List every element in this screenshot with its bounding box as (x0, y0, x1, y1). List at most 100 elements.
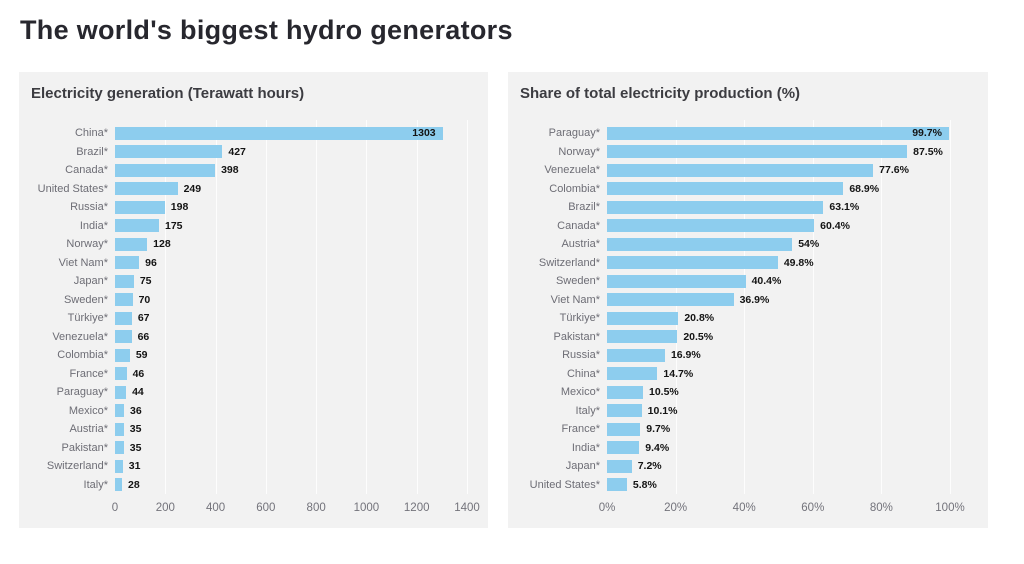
bar-track: 7.2% (607, 459, 950, 473)
bar-track: 128 (115, 237, 467, 251)
bar-track: 99.7% (607, 126, 950, 140)
bar-track: 14.7% (607, 367, 950, 381)
category-label: France* (69, 367, 108, 380)
bar-row: Switzerland* 31 (31, 457, 476, 476)
x-tick-label: 200 (155, 502, 175, 514)
bar-track: 1303 (115, 126, 467, 140)
bar-row: India* 175 (31, 217, 476, 236)
bar-row: Norway* 128 (31, 235, 476, 254)
chart-title-generation: Electricity generation (Terawatt hours) (31, 85, 305, 102)
value-label: 35 (129, 441, 142, 454)
x-tick-label: 100% (935, 502, 965, 514)
bar-track: 68.9% (607, 182, 950, 196)
bar-row: Mexico* 36 (31, 402, 476, 421)
value-label: 16.9% (670, 349, 701, 362)
bar-track: 249 (115, 182, 467, 196)
value-label: 5.8% (632, 478, 657, 491)
bar-row: Brazil* 63.1% (520, 198, 976, 217)
x-axis: 0% 20% 40% 60% 80% 100% (599, 494, 965, 518)
bar (607, 441, 640, 455)
bar-row: Colombia* 68.9% (520, 180, 976, 199)
bar-track: 198 (115, 200, 467, 214)
bar (607, 219, 815, 233)
x-tick-label: 1000 (353, 502, 380, 514)
category-label: Venezuela* (544, 164, 600, 177)
category-label: Norway* (558, 145, 600, 158)
bar-row: United States* 5.8% (520, 476, 976, 495)
category-label: Pakistan* (553, 330, 600, 343)
bar-track: 20.8% (607, 311, 950, 325)
bar-row: Italy* 28 (31, 476, 476, 495)
bar (115, 219, 159, 233)
bar-rows: Paraguay* 99.7% Norway* 87.5% Venezuela* 77.6… (520, 124, 976, 494)
category-label: Brazil* (76, 145, 108, 158)
category-label: Austria* (561, 238, 600, 251)
bar (607, 404, 642, 418)
category-label: United States* (37, 182, 108, 195)
value-label: 20.5% (683, 330, 714, 343)
value-label: 175 (165, 219, 183, 232)
value-label: 198 (170, 201, 189, 214)
bar-track: 35 (115, 422, 467, 436)
bar-row: Canada* 398 (31, 161, 476, 180)
value-label: 66 (137, 330, 150, 343)
category-label: Türkiye* (67, 312, 108, 325)
category-label: Venezuela* (52, 330, 108, 343)
bar-row: Japan* 75 (31, 272, 476, 291)
category-label: Canada* (65, 164, 108, 177)
bar-row: China* 14.7% (520, 365, 976, 384)
bar (607, 459, 632, 473)
category-label: Canada* (557, 219, 600, 232)
bar (115, 293, 133, 307)
bar-row: Canada* 60.4% (520, 217, 976, 236)
gridlines (607, 120, 951, 494)
bar-track: 96 (115, 256, 467, 270)
value-label: 68.9% (849, 182, 880, 195)
bar-row: Mexico* 10.5% (520, 383, 976, 402)
bar-track: 40.4% (607, 274, 950, 288)
bar-track: 20.5% (607, 330, 950, 344)
bar-row: Sweden* 70 (31, 291, 476, 310)
bar (607, 478, 627, 492)
value-label: 249 (183, 182, 202, 195)
bar-track: 87.5% (607, 145, 950, 159)
bar (115, 274, 134, 288)
category-label: Pakistan* (61, 441, 108, 454)
chart-title-share: Share of total electricity production (%… (520, 85, 801, 102)
bar (115, 367, 127, 381)
category-label: Colombia* (57, 349, 108, 362)
bar (607, 237, 793, 251)
gridline (265, 120, 267, 494)
bar-track: 35 (115, 441, 467, 455)
bar-row: France* 46 (31, 365, 476, 384)
category-label: Paraguay* (548, 127, 600, 140)
bar-track: 28 (115, 478, 467, 492)
value-label: 59 (135, 349, 148, 362)
gridline (316, 120, 318, 494)
bar (115, 422, 124, 436)
value-label: 9.4% (645, 441, 670, 454)
bar-row: Austria* 54% (520, 235, 976, 254)
category-label: Viet Nam* (58, 256, 108, 269)
bar-track: 60.4% (607, 219, 950, 233)
x-tick-label: 600 (256, 502, 276, 514)
value-label: 1303 (412, 127, 436, 140)
bar-track: 66 (115, 330, 467, 344)
bar-track: 175 (115, 219, 467, 233)
value-label: 96 (145, 256, 157, 269)
bar-track: 70 (115, 293, 467, 307)
bar-row: Brazil* 427 (31, 143, 476, 162)
bar-track: 9.7% (607, 422, 950, 436)
bar-chart-generation: China* 1303 Brazil* 427 Canada* 398 United Sta… (31, 120, 480, 518)
value-label: 87.5% (913, 145, 943, 158)
bar-track: 75 (115, 274, 467, 288)
value-label: 35 (129, 423, 142, 436)
bar (115, 478, 123, 492)
value-label: 44 (132, 386, 144, 399)
gridline (675, 120, 677, 494)
bar-track: 427 (115, 145, 467, 159)
bar-row: Russia* 16.9% (520, 346, 976, 365)
category-label: Switzerland* (538, 256, 600, 269)
bar (607, 330, 678, 344)
category-label: Norway* (66, 238, 108, 251)
